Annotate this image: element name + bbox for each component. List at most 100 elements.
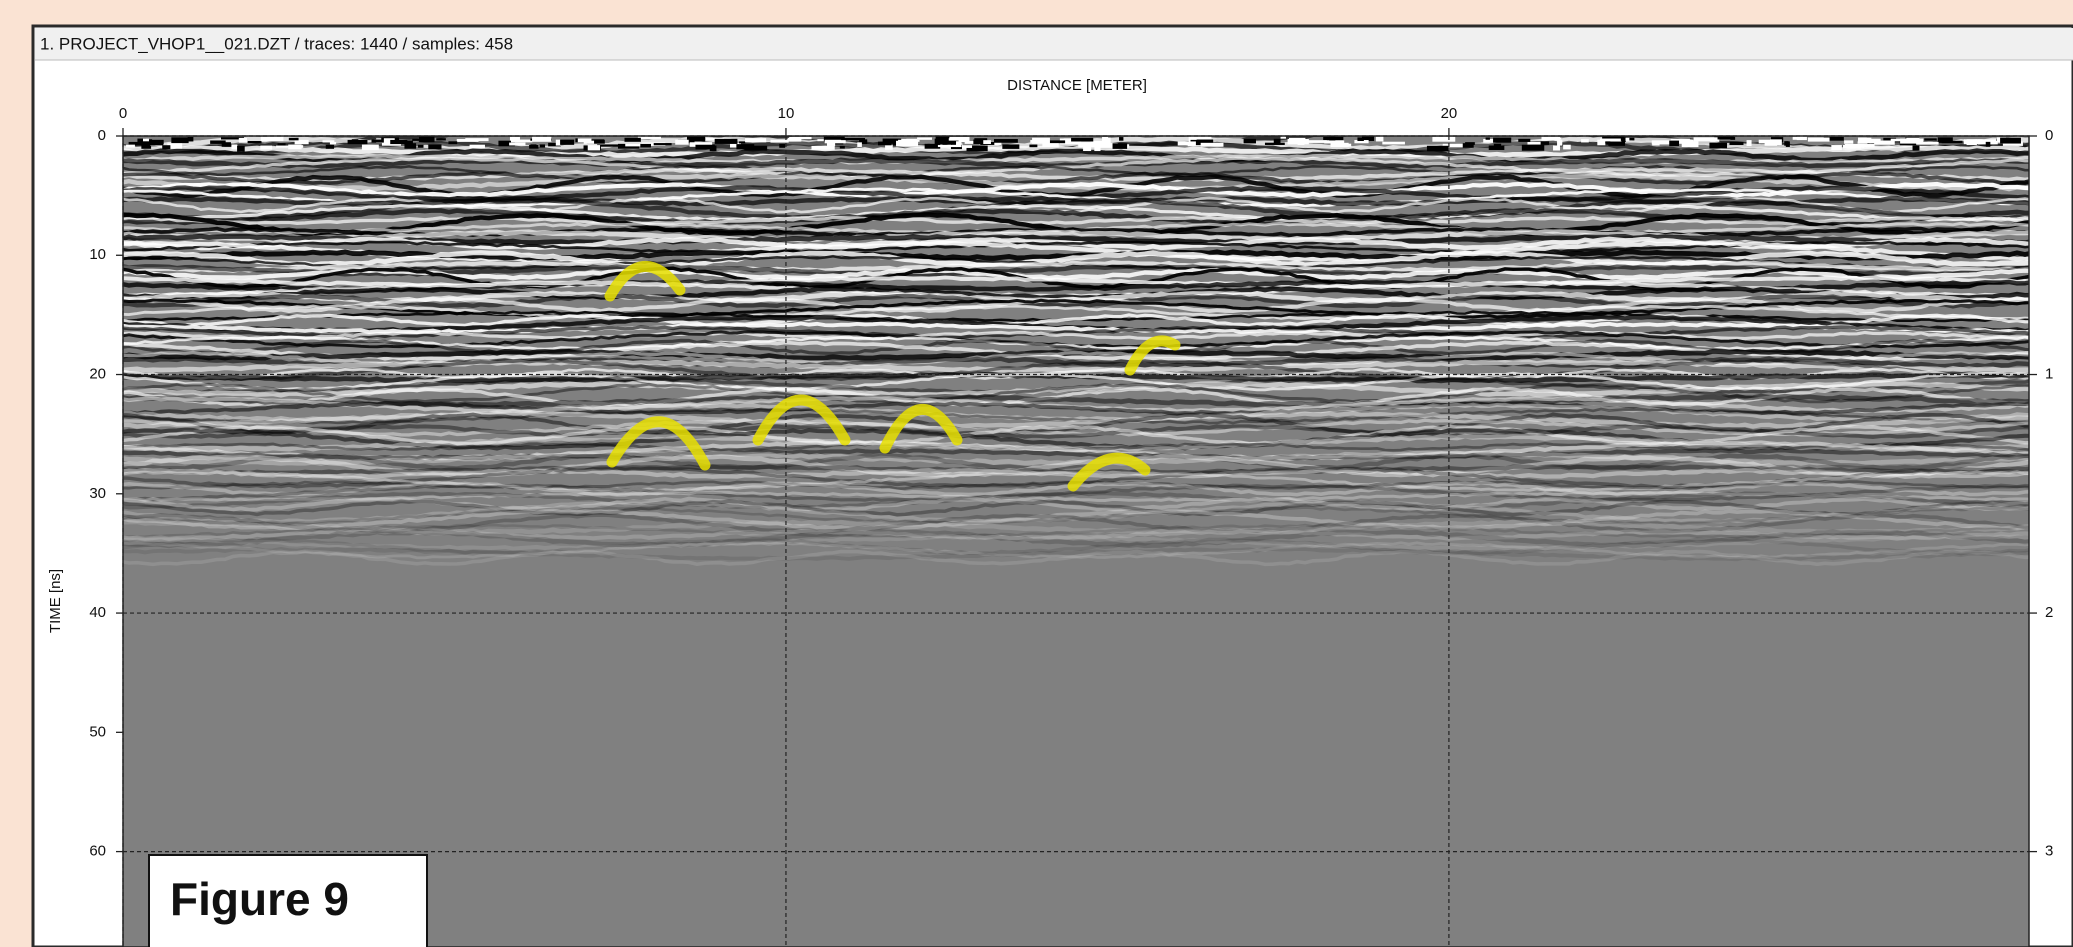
texture-speck (885, 145, 893, 150)
texture-speck (498, 140, 515, 147)
texture-band (123, 171, 2029, 186)
texture-band (123, 433, 2029, 453)
texture-speck (1563, 144, 1571, 150)
y2-tick-label: 1 (2045, 365, 2053, 382)
texture-speck (689, 142, 712, 147)
texture-speck (1357, 137, 1364, 141)
y-tick-label: 60 (89, 843, 106, 860)
texture-speck (1730, 136, 1736, 140)
texture-speck (1442, 143, 1467, 148)
texture-speck (221, 142, 231, 147)
texture-speck (956, 145, 973, 148)
texture-speck (745, 138, 767, 143)
y-tick-label: 30 (89, 485, 106, 502)
texture-speck (1651, 140, 1676, 145)
texture-band (123, 491, 2029, 510)
radar-texture (123, 136, 2029, 567)
y-tick-label: 50 (89, 723, 106, 740)
hyperbola-highlight (752, 394, 851, 446)
texture-speck (839, 145, 845, 149)
texture-speck (1354, 140, 1369, 144)
texture-speck (1709, 142, 1728, 149)
texture-speck (1941, 140, 1963, 144)
texture-band (123, 528, 2029, 541)
texture-speck (1103, 137, 1111, 144)
texture-band (123, 293, 2029, 309)
texture-speck (577, 138, 592, 143)
texture-speck (1746, 140, 1752, 147)
texture-speck (277, 143, 286, 148)
texture-speck (529, 144, 539, 149)
texture-band (123, 424, 2029, 446)
texture-speck (1548, 137, 1562, 140)
texture-speck (1625, 137, 1633, 141)
texture-speck (1844, 143, 1865, 148)
texture-speck (162, 145, 171, 150)
texture-speck (587, 145, 601, 151)
texture-band (123, 546, 2029, 562)
texture-speck (624, 137, 641, 142)
texture-band (123, 541, 2029, 560)
texture-speck (390, 139, 408, 145)
texture-speck (1112, 143, 1128, 149)
annotation-box (148, 854, 428, 947)
texture-speck (898, 139, 920, 142)
texture-speck (361, 144, 379, 151)
y-tick-label: 0 (98, 127, 106, 144)
texture-speck (1094, 145, 1101, 152)
texture-speck (187, 136, 194, 142)
texture-speck (1078, 142, 1099, 148)
texture-speck (1729, 141, 1744, 145)
y2-tick-label: 2 (2045, 604, 2053, 621)
texture-speck (1375, 136, 1384, 142)
texture-speck (1188, 136, 1212, 142)
texture-speck (1858, 137, 1867, 143)
texture-speck (826, 140, 836, 146)
hyperbola-highlight (1124, 335, 1181, 376)
texture-speck (1924, 138, 1937, 141)
texture-speck (937, 144, 958, 148)
texture-band (123, 240, 2029, 255)
texture-speck (859, 139, 868, 145)
texture-speck (823, 136, 845, 142)
texture-speck (575, 138, 580, 143)
texture-speck (739, 141, 746, 144)
hyperbola-highlight (604, 260, 686, 302)
texture-speck (247, 140, 262, 144)
texture-speck (288, 144, 302, 150)
texture-speck (456, 138, 479, 142)
texture-band (123, 483, 2029, 502)
texture-speck (1670, 138, 1690, 142)
texture-speck (744, 145, 768, 151)
texture-speck (924, 143, 941, 149)
texture-band (123, 440, 2029, 461)
texture-band (123, 203, 2029, 222)
texture-speck (1785, 141, 1790, 147)
texture-speck (142, 139, 153, 145)
texture-speck (1190, 139, 1212, 146)
texture-speck (371, 139, 391, 143)
texture-speck (238, 137, 248, 143)
texture-speck (1200, 142, 1224, 147)
texture-speck (1382, 141, 1405, 145)
texture-band (123, 452, 2029, 472)
texture-speck (1621, 137, 1626, 142)
texture-speck (141, 142, 152, 149)
texture-speck (1264, 142, 1285, 145)
texture-speck (1426, 145, 1449, 152)
texture-band (123, 407, 2029, 425)
texture-speck (653, 143, 672, 146)
x-tick-label: 0 (119, 105, 127, 122)
texture-speck (436, 138, 446, 141)
texture-speck (686, 136, 706, 142)
texture-speck (510, 139, 533, 143)
x-tick-label: 20 (1441, 105, 1458, 122)
texture-band (123, 156, 2029, 178)
texture-speck (555, 139, 562, 146)
texture-band (123, 534, 2029, 551)
texture-band (123, 215, 2029, 226)
texture-speck (730, 142, 741, 148)
texture-speck (1032, 137, 1050, 144)
texture-band (123, 402, 2029, 422)
texture-speck (1527, 141, 1544, 145)
